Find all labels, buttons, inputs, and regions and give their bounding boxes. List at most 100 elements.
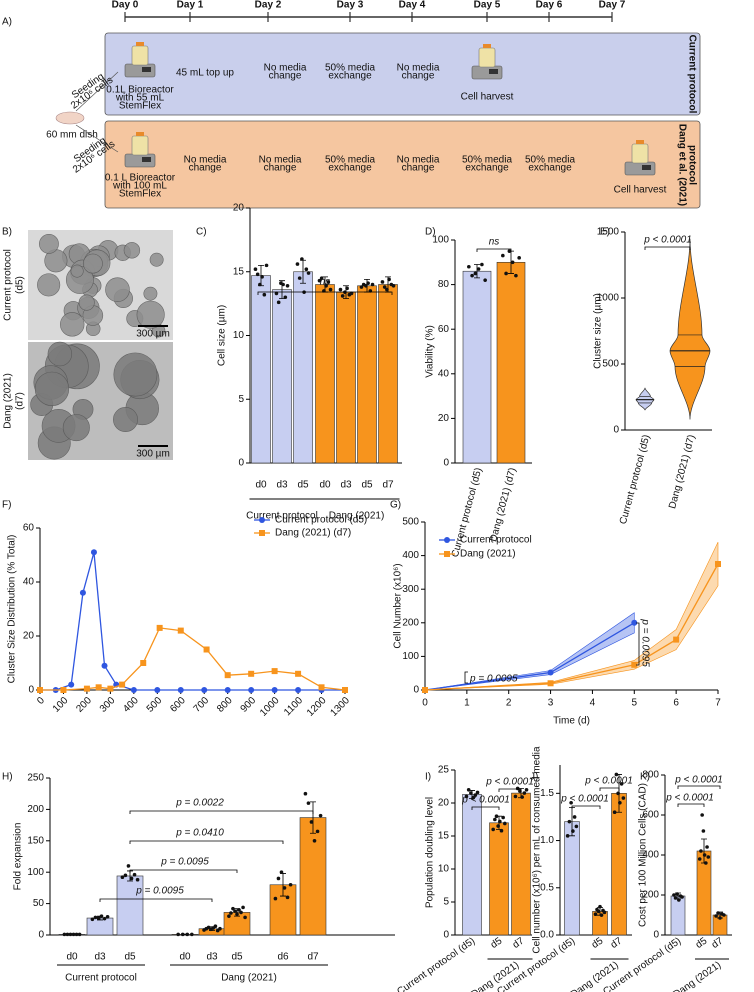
data-point [612, 810, 617, 815]
data-point [306, 801, 311, 805]
data-point [382, 285, 387, 289]
x-tick-label: 1200 [305, 695, 329, 719]
y-tick-label: 60 [438, 324, 450, 335]
legend-label: Current protocol [460, 535, 532, 546]
significance-bracket [636, 622, 640, 666]
protocol-step: 50% media [462, 155, 512, 166]
y-tick-label: 60 [23, 523, 35, 534]
x-tick-label: d0 [319, 480, 331, 491]
cluster-image [105, 277, 130, 302]
y-tick-label: 15 [438, 831, 450, 842]
cluster-image [82, 253, 103, 274]
y-tick-label: 40 [438, 368, 450, 379]
marker [68, 681, 75, 688]
legend-marker [259, 517, 265, 523]
protocol-step: Cell harvest [461, 92, 514, 103]
panel-label: E) [600, 227, 610, 238]
x-tick-label: 1 [464, 698, 470, 709]
cluster-image [113, 407, 138, 432]
y-tick-label: 1.0 [540, 835, 554, 846]
data-point [614, 772, 619, 777]
p-value: ns [489, 237, 500, 248]
data-point [264, 263, 269, 268]
bar [336, 291, 356, 464]
data-point [105, 914, 110, 919]
violin [635, 387, 655, 411]
cluster-image [34, 371, 70, 406]
bioreactor-icon [124, 132, 156, 168]
series-line [40, 627, 346, 691]
data-point [276, 876, 281, 881]
bar [315, 284, 335, 464]
data-point [309, 820, 314, 824]
group-label: Dang (2021) [671, 960, 723, 992]
data-point [616, 791, 620, 796]
confidence-band [424, 542, 719, 691]
panel-label: F) [2, 500, 11, 511]
marker [547, 680, 554, 687]
significance-bracket [129, 869, 238, 873]
protocol-name: Current protocol [686, 35, 697, 114]
significance-bracket [644, 246, 691, 250]
data-point [283, 295, 288, 300]
dang-protocol-box [104, 120, 701, 209]
protocol-step: 50% media [325, 63, 375, 74]
marker [673, 636, 680, 643]
y-tick-label: 0 [653, 930, 659, 941]
protocol-step: Cell harvest [614, 185, 667, 196]
cluster-image [143, 286, 158, 301]
marker [248, 687, 255, 693]
icon-cap [483, 44, 491, 48]
y-tick-label: 200 [27, 804, 44, 815]
y-tick-label: 150 [27, 835, 44, 846]
data-point [370, 282, 375, 287]
y-tick-label: 100 [432, 235, 449, 246]
bar [611, 793, 627, 936]
data-point [340, 294, 345, 298]
data-point [718, 916, 722, 920]
day-label: Day 2 [255, 0, 282, 11]
bar [670, 895, 686, 936]
data-point [288, 882, 293, 887]
data-point [722, 913, 726, 917]
group-label: Dang (2021) [221, 973, 277, 984]
y-tick-label: 20 [438, 413, 450, 424]
bar [86, 917, 114, 936]
p-value: p < 0.0001 [674, 775, 723, 786]
marker [107, 685, 114, 692]
y-tick-label: 100 [27, 867, 44, 878]
marker [83, 685, 90, 692]
marker [422, 687, 428, 693]
cluster-image [113, 352, 158, 397]
data-point [239, 910, 243, 915]
marker [154, 687, 161, 693]
y-axis-label: Cell size (µm) [217, 305, 228, 366]
significance-bracket [129, 810, 314, 814]
p-value: p < 0.0001 [584, 776, 633, 787]
x-tick-label: d5 [297, 480, 309, 491]
data-point [469, 791, 473, 795]
data-point [359, 285, 364, 289]
data-point [218, 926, 222, 931]
data-point [520, 795, 524, 799]
marker [90, 549, 97, 556]
legend-label: Current protocol (d5) [275, 515, 367, 526]
x-tick-label: d7 [609, 935, 625, 951]
data-point [231, 906, 235, 911]
day-label: Day 7 [599, 0, 626, 11]
x-tick-label: d5 [489, 935, 505, 951]
protocol-step: No media [184, 155, 227, 166]
y-axis-label: Cluster size (µm) [593, 293, 604, 369]
data-point [569, 800, 573, 805]
icon-bottle [131, 135, 149, 156]
data-point [93, 915, 98, 920]
data-point [380, 280, 385, 284]
icon-display [642, 165, 651, 170]
y-tick-label: 0 [238, 458, 244, 469]
protocol-step: exchange [328, 163, 372, 174]
scale-label: 300 µm [136, 329, 170, 340]
data-point [258, 282, 262, 287]
significance-bracket [464, 671, 468, 684]
y-tick-label: 5 [238, 394, 244, 405]
marker [631, 619, 638, 626]
